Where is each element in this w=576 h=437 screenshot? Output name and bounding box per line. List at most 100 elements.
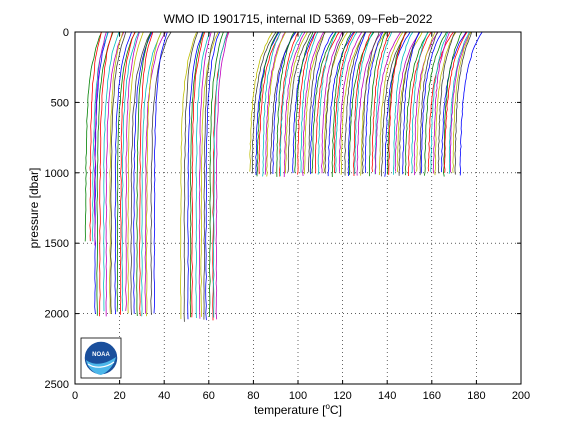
profile-line bbox=[195, 32, 211, 319]
profile-line bbox=[419, 32, 439, 176]
profile-line bbox=[203, 32, 216, 320]
profile-line bbox=[256, 32, 279, 177]
noaa-logo-wave-icon bbox=[87, 361, 115, 368]
y-tick-label: 500 bbox=[51, 97, 69, 109]
profile-line bbox=[179, 32, 198, 320]
profile-line bbox=[215, 32, 230, 320]
profile-line bbox=[307, 32, 326, 173]
profile-line bbox=[404, 32, 429, 176]
profile-line bbox=[262, 32, 281, 177]
profile-line bbox=[411, 32, 429, 173]
profile-line bbox=[371, 32, 391, 172]
profile-line bbox=[338, 32, 363, 172]
profile-line bbox=[347, 32, 367, 176]
profile-line bbox=[285, 32, 308, 174]
y-tick-label: 0 bbox=[63, 27, 69, 39]
profile-line bbox=[183, 32, 199, 322]
profile-line bbox=[189, 32, 204, 318]
profile-line bbox=[279, 32, 303, 177]
noaa-logo: NOAA bbox=[80, 337, 122, 379]
profile-line bbox=[398, 32, 421, 176]
profile-line bbox=[294, 32, 314, 173]
profile-line bbox=[205, 32, 221, 321]
profile-line bbox=[96, 32, 114, 316]
x-tick-label: 120 bbox=[333, 390, 351, 402]
profile-line bbox=[348, 32, 375, 176]
x-tick-label: 180 bbox=[467, 390, 485, 402]
profile-line bbox=[448, 32, 470, 174]
profile-line bbox=[283, 32, 306, 178]
profile-line bbox=[324, 32, 345, 174]
profile-line bbox=[279, 32, 300, 177]
profile-line bbox=[121, 32, 140, 312]
profile-line bbox=[335, 32, 358, 173]
profile-line bbox=[452, 32, 472, 174]
profile-line bbox=[136, 32, 152, 317]
profile-line bbox=[130, 32, 152, 316]
profile-line bbox=[116, 32, 136, 312]
profile-line bbox=[251, 32, 277, 174]
profile-line bbox=[187, 32, 203, 320]
profile-line bbox=[361, 32, 380, 175]
profile-line bbox=[92, 32, 109, 242]
profile-line bbox=[420, 32, 443, 174]
x-tick-label: 140 bbox=[378, 390, 396, 402]
x-tick-label: 40 bbox=[158, 390, 170, 402]
profile-line bbox=[119, 32, 136, 315]
profile-line bbox=[394, 32, 420, 172]
profile-line bbox=[430, 32, 449, 173]
profile-line bbox=[387, 32, 406, 175]
profile-line bbox=[264, 32, 286, 175]
profile-line bbox=[302, 32, 325, 177]
profile-line bbox=[331, 32, 352, 178]
profile-line bbox=[314, 32, 340, 174]
y-tick-label: 1000 bbox=[45, 168, 69, 180]
x-axis-label-prefix: temperature [ bbox=[254, 403, 326, 417]
profile-line bbox=[303, 32, 326, 175]
profile-line bbox=[427, 32, 454, 172]
profile-line bbox=[297, 32, 317, 175]
noaa-logo-text: NOAA bbox=[92, 352, 110, 358]
profile-line bbox=[321, 32, 343, 174]
profile-line bbox=[258, 32, 282, 175]
profile-line bbox=[139, 32, 154, 317]
profile-line bbox=[153, 32, 168, 314]
profile-line bbox=[443, 32, 468, 173]
x-axis-label-unit: C] bbox=[330, 403, 342, 417]
profile-line bbox=[145, 32, 162, 317]
profile-line bbox=[191, 32, 206, 318]
profile-line bbox=[327, 32, 355, 177]
profile-line bbox=[317, 32, 337, 175]
profile-line bbox=[150, 32, 172, 315]
profile-line bbox=[89, 32, 102, 242]
profile-line bbox=[388, 32, 407, 175]
profile-line bbox=[276, 32, 295, 177]
x-axis-ticks: 0 20 40 60 80 100 120 140 160 180 200 bbox=[72, 32, 530, 402]
profile-line bbox=[105, 32, 125, 317]
profile-line bbox=[416, 32, 436, 172]
x-axis-label: temperature [oC] bbox=[254, 402, 342, 417]
profile-line bbox=[437, 32, 456, 174]
profile-line bbox=[110, 32, 127, 313]
profile-line bbox=[198, 32, 212, 319]
y-tick-label: 2500 bbox=[45, 379, 69, 391]
profile-line bbox=[84, 32, 103, 242]
profile-line bbox=[114, 32, 132, 315]
profile-line bbox=[340, 32, 366, 175]
profile-line bbox=[125, 32, 140, 311]
profile-line bbox=[212, 32, 228, 318]
profile-line bbox=[141, 32, 162, 317]
profile-line bbox=[287, 32, 312, 173]
profile-line bbox=[374, 32, 393, 175]
x-tick-label: 160 bbox=[423, 390, 441, 402]
profile-line bbox=[368, 32, 387, 177]
profile-line bbox=[364, 32, 384, 173]
profile-lines bbox=[84, 32, 483, 322]
profile-line bbox=[344, 32, 366, 176]
profile-line bbox=[109, 32, 124, 315]
profile-line bbox=[424, 32, 447, 176]
profile-line bbox=[392, 32, 414, 175]
x-tick-label: 20 bbox=[113, 390, 125, 402]
profile-line bbox=[333, 32, 356, 174]
